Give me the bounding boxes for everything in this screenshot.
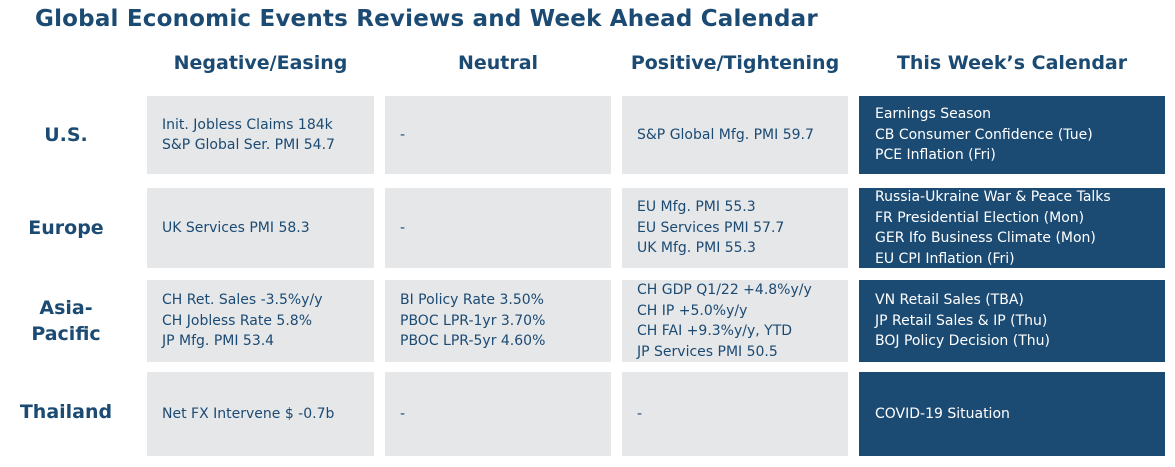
asia-calendar-cell: VN Retail Sales (TBA) JP Retail Sales & … [859, 280, 1165, 362]
calendar-item: Earnings Season [875, 106, 992, 123]
calendar-item: EU CPI Inflation (Fri) [875, 250, 1015, 267]
column-header-calendar: This Week’s Calendar [896, 52, 1128, 74]
region-label: Thailand [19, 401, 113, 423]
thailand-calendar-cell: COVID-19 Situation [859, 372, 1165, 456]
region-label: Asia- [39, 297, 93, 319]
thailand-positive-cell: - [622, 372, 848, 456]
event-item: UK Services PMI 58.3 [162, 219, 310, 236]
event-item: CH FAI +9.3%y/y, YTD [637, 323, 793, 339]
event-item: CH Ret. Sales -3.5%y/y [162, 292, 323, 309]
event-item: Net FX Intervene $ -0.7b [162, 405, 335, 422]
calendar-item: JP Retail Sales & IP (Thu) [875, 312, 1048, 329]
asia-positive-cell: CH GDP Q1/22 +4.8%y/y CH IP +5.0%y/y CH … [622, 280, 848, 362]
event-item: S&P Global Mfg. PMI 59.7 [637, 126, 814, 143]
europe-calendar-cell: Russia-Ukraine War & Peace Talks FR Pres… [859, 188, 1165, 268]
event-item: PBOC LPR-5yr 4.60% [400, 333, 546, 350]
event-item: S&P Global Ser. PMI 54.7 [162, 137, 335, 153]
thailand-negative-cell: Net FX Intervene $ -0.7b [147, 372, 374, 456]
us-neutral-cell: - [385, 96, 611, 174]
event-item: Init. Jobless Claims 184k [162, 116, 333, 133]
event-item: CH Jobless Rate 5.8% [162, 312, 312, 329]
event-item: - [637, 405, 643, 422]
column-header-neutral: Neutral [457, 52, 539, 74]
calendar-item: VN Retail Sales (TBA) [875, 292, 1024, 309]
asia-neutral-cell: BI Policy Rate 3.50% PBOC LPR-1yr 3.70% … [385, 280, 611, 362]
region-label: Pacific [31, 323, 101, 345]
event-item: JP Services PMI 50.5 [637, 343, 778, 360]
column-header-negative: Negative/Easing [173, 52, 348, 74]
asia-negative-cell: CH Ret. Sales -3.5%y/y CH Jobless Rate 5… [147, 280, 374, 362]
us-positive-cell: S&P Global Mfg. PMI 59.7 [622, 96, 848, 174]
event-item: BI Policy Rate 3.50% [400, 292, 544, 309]
europe-negative-cell: UK Services PMI 58.3 [147, 188, 374, 268]
page-title: Global Economic Events Reviews and Week … [35, 6, 818, 32]
row-header-thailand: Thailand [8, 372, 124, 452]
region-label: U.S. [44, 124, 88, 146]
us-negative-cell: Init. Jobless Claims 184k S&P Global Ser… [147, 96, 374, 174]
row-header-us: U.S. [8, 96, 124, 174]
event-item: JP Mfg. PMI 53.4 [162, 333, 275, 350]
europe-neutral-cell: - [385, 188, 611, 268]
calendar-item: PCE Inflation (Fri) [875, 147, 996, 164]
calendar-item: FR Presidential Election (Mon) [875, 209, 1085, 226]
event-item: CH IP +5.0%y/y [637, 302, 748, 319]
column-header-positive: Positive/Tightening [630, 52, 840, 74]
row-header-europe: Europe [8, 188, 124, 268]
row-header-asia-pacific: Asia- Pacific [8, 280, 124, 362]
calendar-item: COVID-19 Situation [875, 405, 1010, 422]
event-item: CH GDP Q1/22 +4.8%y/y [637, 282, 812, 298]
calendar-item: GER Ifo Business Climate (Mon) [875, 230, 1096, 246]
event-item: PBOC LPR-1yr 3.70% [400, 312, 546, 329]
calendar-item: CB Consumer Confidence (Tue) [875, 126, 1093, 143]
event-item: - [400, 405, 406, 422]
us-calendar-cell: Earnings Season CB Consumer Confidence (… [859, 96, 1165, 174]
calendar-item: Russia-Ukraine War & Peace Talks [875, 189, 1111, 205]
event-item: EU Mfg. PMI 55.3 [637, 199, 756, 216]
europe-positive-cell: EU Mfg. PMI 55.3 EU Services PMI 57.7 UK… [622, 188, 848, 268]
thailand-neutral-cell: - [385, 372, 611, 456]
event-item: UK Mfg. PMI 55.3 [637, 240, 756, 257]
event-item: - [400, 219, 406, 236]
region-label: Europe [28, 217, 104, 239]
event-item: EU Services PMI 57.7 [637, 219, 785, 236]
event-item: - [400, 126, 406, 143]
calendar-item: BOJ Policy Decision (Thu) [875, 333, 1050, 350]
